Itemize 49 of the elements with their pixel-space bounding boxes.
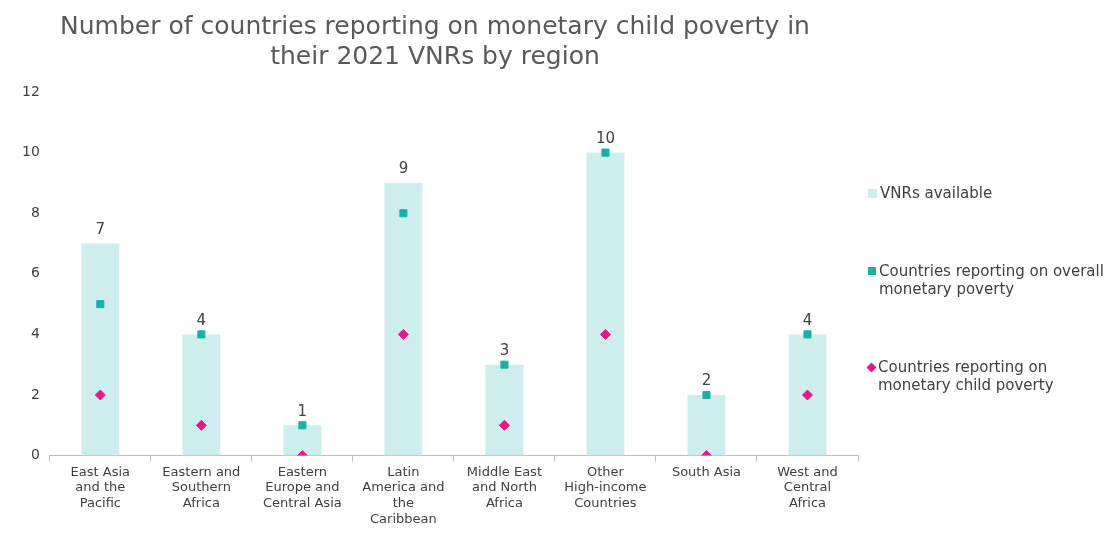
bar xyxy=(788,334,827,456)
y-tick-label: 8 xyxy=(30,203,40,220)
point xyxy=(195,419,207,431)
x-tick-label: East Asia and the Pacific xyxy=(70,463,131,510)
x-tick-label: Latin America and the Caribbean xyxy=(362,463,445,526)
y-tick-label: 12 xyxy=(21,82,40,99)
y-tick-label: 0 xyxy=(30,446,40,463)
legend-label: VNRs available xyxy=(880,184,993,202)
legend-label: Countries reporting on overall monetary poverty xyxy=(879,262,1105,298)
y-tick-label: 10 xyxy=(21,143,40,160)
point xyxy=(397,328,409,340)
data-label: 4 xyxy=(802,310,813,329)
bar xyxy=(182,334,221,456)
data-label: 10 xyxy=(595,128,615,147)
point xyxy=(702,390,711,400)
data-label: 2 xyxy=(701,371,712,390)
bar xyxy=(485,364,524,456)
chart-title: Number of countries reporting on monetary child poverty in their 2021 VNRs by region xyxy=(60,10,810,70)
point xyxy=(498,419,510,431)
point xyxy=(399,209,408,218)
point xyxy=(500,360,509,369)
point xyxy=(599,328,611,340)
point xyxy=(197,330,206,339)
x-tick-label: Other High-income Countries xyxy=(564,463,647,510)
x-tick-label: Eastern and Southern Africa xyxy=(162,463,241,510)
y-tick-label: 4 xyxy=(30,325,40,342)
x-tick-label: Eastern Europe and Central Asia xyxy=(263,463,342,510)
bar xyxy=(283,425,322,456)
point xyxy=(96,300,105,309)
bar xyxy=(384,182,423,456)
bar xyxy=(586,152,625,456)
point xyxy=(803,330,812,339)
point xyxy=(601,148,610,157)
point xyxy=(94,389,106,401)
data-label: 4 xyxy=(196,310,207,329)
x-tick-label: West and Central Africa xyxy=(777,463,838,510)
point xyxy=(801,389,813,401)
point xyxy=(298,421,307,430)
data-label: 1 xyxy=(297,401,308,420)
bar xyxy=(81,243,120,456)
y-tick-label: 2 xyxy=(30,385,40,402)
y-tick-label: 6 xyxy=(30,264,40,281)
legend-label: Countries reporting on monetary child poverty xyxy=(878,358,1055,394)
data-label: 9 xyxy=(398,159,409,178)
x-tick-label: Middle East and North Africa xyxy=(466,463,542,510)
x-tick-label: South Asia xyxy=(671,463,742,479)
data-label: 3 xyxy=(499,341,510,360)
bar xyxy=(687,395,726,456)
data-label: 7 xyxy=(95,219,106,238)
